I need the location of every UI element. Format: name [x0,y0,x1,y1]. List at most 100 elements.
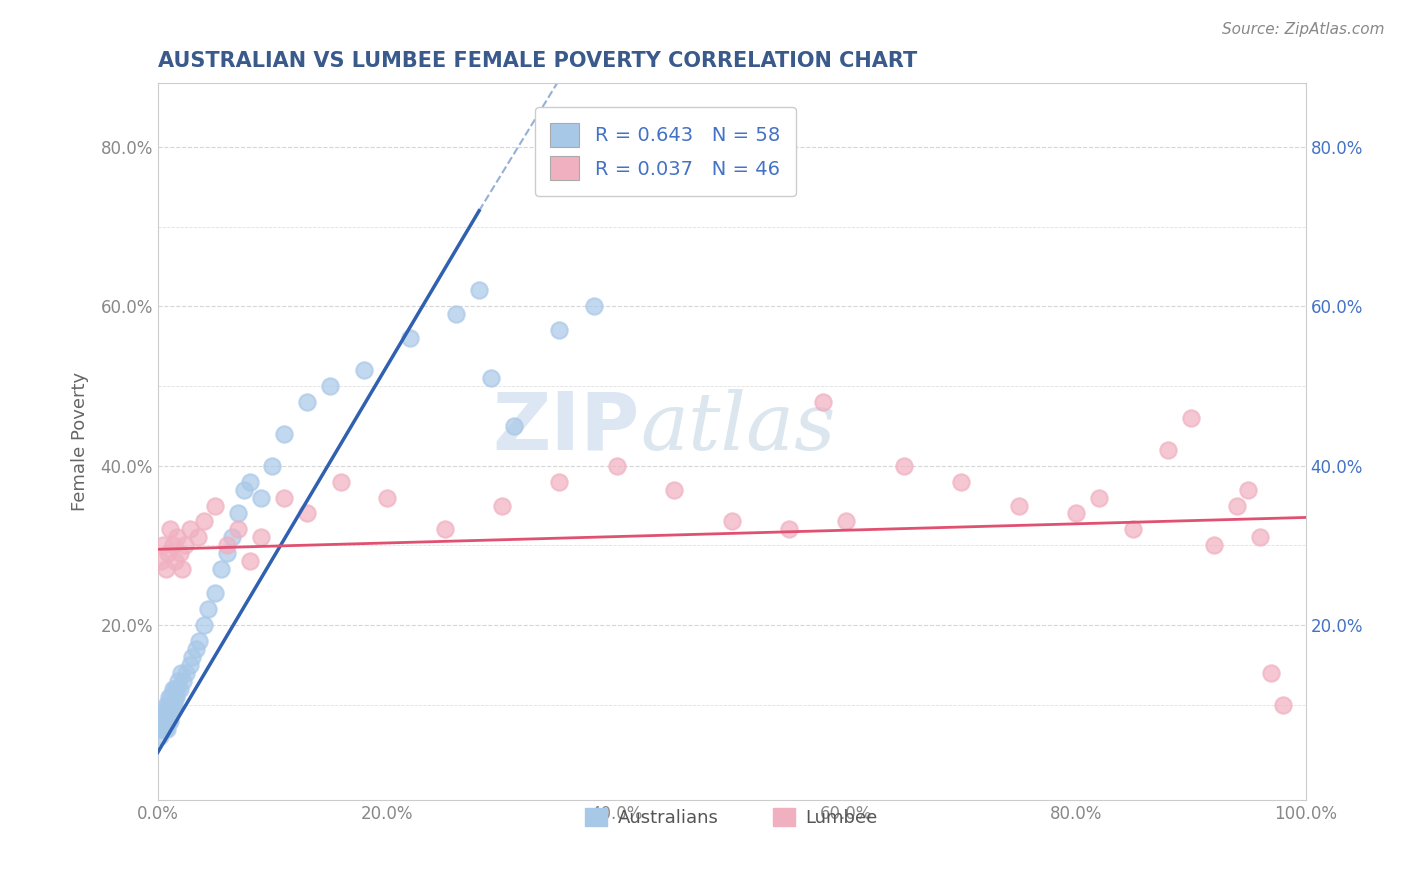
Point [238,475,260,489]
Point [204,499,226,513]
Legend: Australians, Lumbee: Australians, Lumbee [578,800,884,834]
Point [193,618,215,632]
Point [157,698,180,712]
Point [433,522,456,536]
Point [1064,507,1087,521]
Point [153,722,176,736]
Point [250,491,273,505]
Point [162,681,184,696]
Point [893,458,915,473]
Point [153,706,176,720]
Point [664,483,686,497]
Point [157,714,180,728]
Point [813,395,835,409]
Point [156,722,179,736]
Point [150,554,173,568]
Point [1202,538,1225,552]
Point [319,379,342,393]
Point [273,491,295,505]
Point [166,530,188,544]
Point [250,530,273,544]
Point [1180,410,1202,425]
Point [179,522,201,536]
Point [162,538,184,552]
Text: AUSTRALIAN VS LUMBEE FEMALE POVERTY CORRELATION CHART: AUSTRALIAN VS LUMBEE FEMALE POVERTY CORR… [157,51,917,70]
Point [468,284,491,298]
Point [835,515,858,529]
Point [582,299,605,313]
Point [606,458,628,473]
Point [163,690,186,704]
Point [262,458,284,473]
Point [444,307,467,321]
Point [155,714,177,728]
Point [273,426,295,441]
Point [159,698,181,712]
Point [221,530,243,544]
Point [174,538,197,552]
Point [188,634,211,648]
Point [169,546,191,560]
Point [1271,698,1294,712]
Point [155,562,177,576]
Point [165,690,187,704]
Text: ZIP: ZIP [492,388,640,467]
Point [169,681,191,696]
Point [1226,499,1249,513]
Point [184,641,207,656]
Point [197,602,219,616]
Point [548,323,571,337]
Point [204,586,226,600]
Point [187,530,209,544]
Point [159,522,181,536]
Point [232,483,254,497]
Y-axis label: Female Poverty: Female Poverty [72,372,89,511]
Point [238,554,260,568]
Point [1007,499,1029,513]
Point [162,698,184,712]
Point [160,706,183,720]
Point [295,395,318,409]
Point [778,522,800,536]
Point [150,722,173,736]
Point [150,722,173,736]
Point [215,538,238,552]
Point [160,690,183,704]
Point [156,706,179,720]
Point [1088,491,1111,505]
Point [166,681,188,696]
Point [226,522,249,536]
Text: Source: ZipAtlas.com: Source: ZipAtlas.com [1222,22,1385,37]
Point [479,371,502,385]
Point [720,515,742,529]
Point [163,681,186,696]
Point [152,538,174,552]
Point [1260,665,1282,680]
Point [375,491,398,505]
Point [170,562,193,576]
Point [179,657,201,672]
Point [155,698,177,712]
Point [215,546,238,560]
Point [950,475,973,489]
Point [176,665,198,680]
Point [152,714,174,728]
Point [149,730,172,744]
Point [502,418,524,433]
Text: atlas: atlas [640,389,835,467]
Point [1237,483,1260,497]
Point [167,673,190,688]
Point [226,507,249,521]
Point [172,673,194,688]
Point [163,698,186,712]
Point [617,140,640,154]
Point [157,690,180,704]
Point [181,649,204,664]
Point [548,475,571,489]
Point [159,714,181,728]
Point [169,665,191,680]
Point [157,706,180,720]
Point [491,499,513,513]
Point [353,363,375,377]
Point [157,546,180,560]
